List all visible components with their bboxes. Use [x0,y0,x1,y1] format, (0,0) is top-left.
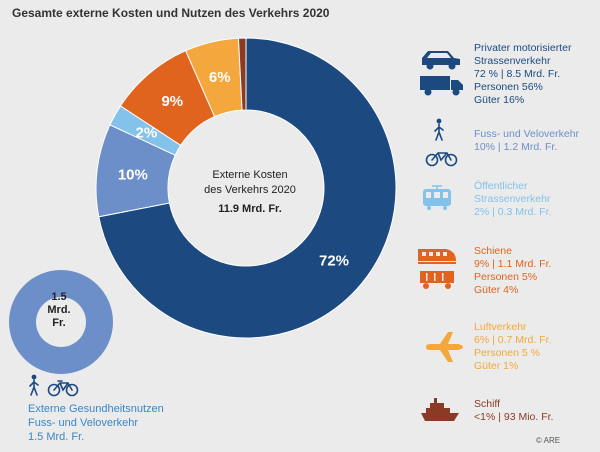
legend-road-line-4: Personen 56% [474,81,543,93]
legend-air-line-4: Güter 1% [474,360,519,372]
legend-ship-line-2: <1% | 93 Mio. Fr. [474,411,554,423]
slice-label-3: 2% [135,125,157,142]
pedestrian-bicycle-icon [425,118,458,167]
donut-slice-6 [237,37,247,111]
legend-road-line-3: 72 % | 8.5 Mrd. Fr. [474,68,561,80]
legend-foot-line-1: Fuss- und Veloverkehr [474,128,580,140]
donut-center-label: Externe Kosten des Verkehrs 2020 11.9 Mr… [185,168,315,217]
tram-icon [423,185,451,210]
center-line-2: des Verkehrs 2020 [204,184,296,196]
pedestrian-bicycle-icon [29,374,79,397]
benefit-line-2: Fuss- und Veloverkehr [28,417,139,429]
donut-slices [95,37,397,339]
legend-public-line-2: Strassenverkehr [474,193,551,205]
legend-public-line-3: 2% | 0.3 Mrd. Fr. [474,206,552,218]
donut-slice-1 [98,37,397,339]
slice-label-4: 9% [161,93,183,110]
slice-label-2: 10% [118,166,148,183]
slice-label-1: 72% [319,252,349,269]
legend-rail-line-4: Güter 4% [474,284,519,296]
legend-foot-line-2: 10% | 1.2 Mrd. Fr. [474,141,558,153]
car-truck-icon [420,51,463,96]
legend-rail-line-3: Personen 5% [474,271,538,283]
legend-air-line-3: Personen 5 % [474,347,540,359]
copyright: © ARE [536,436,561,445]
legend-rail-line-1: Schiene [474,245,512,257]
benefit-ring-unit: Mrd. [47,304,71,316]
center-line-1: Externe Kosten [212,169,288,181]
benefit-ring-value: 1.5 [51,291,67,303]
legend-public: Öffentlicher Strassenverkehr 2% | 0.3 Mr… [474,180,551,219]
legend-road-line-1: Privater motorisierter [474,42,572,54]
legend-air-line-1: Luftverkehr [474,321,527,333]
benefit-ring-currency: Fr. [52,317,66,329]
legend-rail: Schiene 9% | 1.1 Mrd. Fr. Personen 5% Gü… [474,245,551,297]
benefit-ring-label: 1.5 Mrd. Fr. [36,291,82,330]
legend-road-line-5: Güter 16% [474,94,525,106]
benefit-text: Externe Gesundheitsnutzen Fuss- und Velo… [28,402,164,444]
train-icon [418,249,456,289]
donut-slice-labels: 72% 10% 2%9% 6% [118,69,349,269]
slice-label-5: 6% [209,69,231,86]
benefit-line-1: Externe Gesundheitsnutzen [28,403,164,415]
legend-ship: Schiff <1% | 93 Mio. Fr. [474,398,553,424]
legend-rail-line-2: 9% | 1.1 Mrd. Fr. [474,258,552,270]
ship-icon [421,398,459,421]
benefit-line-3: 1.5 Mrd. Fr. [28,431,85,443]
legend-air-line-2: 6% | 0.7 Mrd. Fr. [474,334,552,346]
legend-air: Luftverkehr 6% | 0.7 Mrd. Fr. Personen 5… [474,321,551,373]
legend-road: Privater motorisierter Strassenverkehr 7… [474,42,571,107]
benefit-ring-hole [36,297,86,347]
legend-ship-line-1: Schiff [474,398,501,410]
chart-title: Gesamte externe Kosten und Nutzen des Ve… [12,6,330,20]
legend-road-line-2: Strassenverkehr [474,55,551,67]
legend-foot: Fuss- und Veloverkehr 10% | 1.2 Mrd. Fr. [474,128,579,154]
airplane-icon [426,332,463,362]
legend-public-line-1: Öffentlicher [474,180,528,192]
center-total: 11.9 Mrd. Fr. [218,203,282,215]
